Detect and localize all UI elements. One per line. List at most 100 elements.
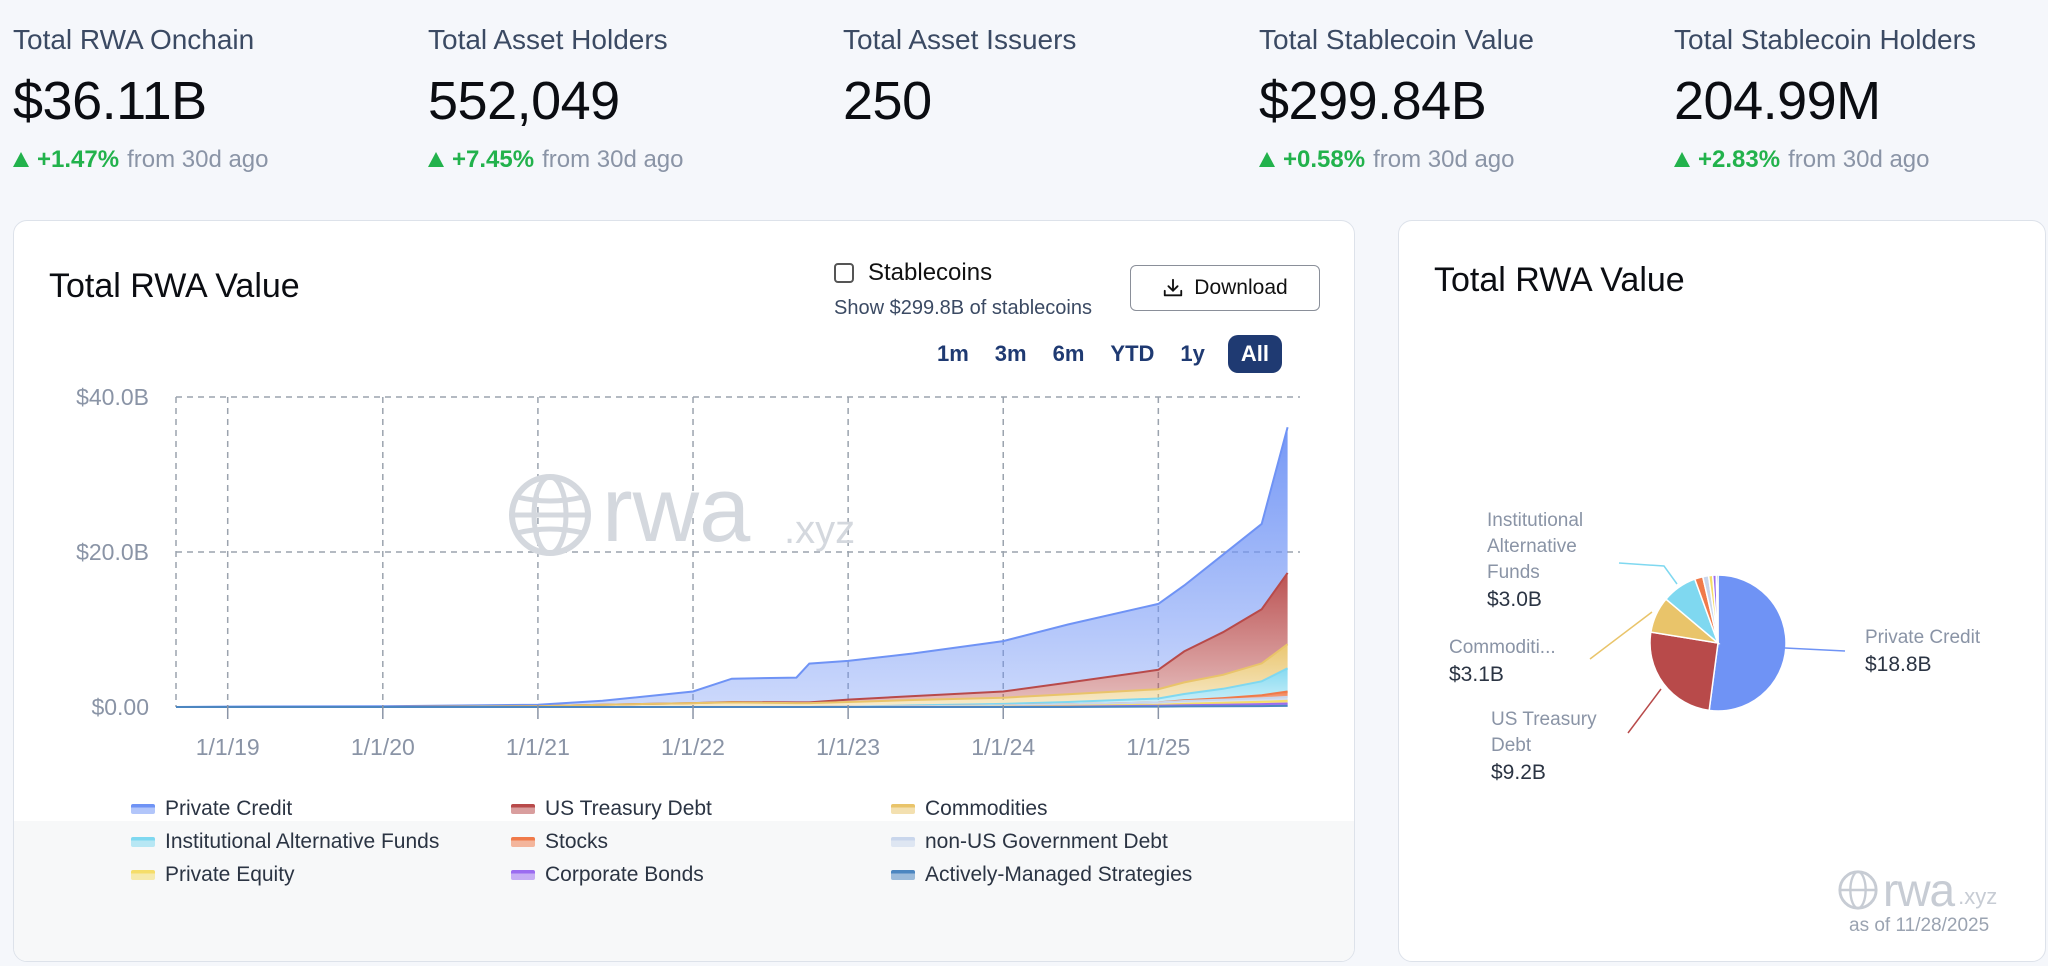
pie-slice-us-treasury-debt: [1649, 631, 1719, 712]
watermark-suffix: .xyz: [1958, 884, 1998, 909]
chart-series: [175, 426, 1289, 708]
stat-value: $36.11B: [13, 71, 207, 131]
stat-value: $299.84B: [1259, 71, 1487, 131]
as-of-date: as of 11/28/2025: [1849, 915, 1990, 936]
pie-slice-label: US Treasury Debt: [1491, 709, 1597, 756]
legend-swatch: [511, 804, 535, 814]
pie-slices: [1649, 574, 1787, 712]
pie-slice-value: $3.0B: [1487, 588, 1542, 611]
pie-slice-label: Private Credit: [1865, 627, 1981, 648]
pie-leader-line: [1589, 611, 1653, 660]
pie-leader-line: [1627, 688, 1662, 734]
legend-item[interactable]: non-US Government Debt: [891, 830, 1168, 854]
stablecoins-subtext: Show $299.8B of stablecoins: [834, 297, 1092, 319]
x-tick-label: 1/1/23: [816, 734, 880, 760]
stat-label: Total Asset Holders: [428, 24, 668, 55]
area-line-actively-managed-strategies: [176, 704, 1288, 708]
y-tick-label: $20.0B: [76, 539, 149, 565]
range-button-3m[interactable]: 3m: [994, 341, 1027, 366]
legend-swatch: [891, 804, 915, 814]
pie-slice-label: Institutional Alternative Funds: [1487, 510, 1584, 583]
download-icon: [1164, 278, 1183, 297]
download-label: Download: [1194, 276, 1288, 299]
pie-slice-actively-managed-strategies: [1715, 574, 1719, 644]
legend-item[interactable]: Corporate Bonds: [511, 863, 704, 887]
legend-item[interactable]: Private Credit: [131, 797, 292, 821]
watermark-logo: rwa .xyz: [1837, 863, 1997, 917]
x-tick-label: 1/1/22: [661, 734, 725, 760]
pie-slice-private-credit: [1708, 574, 1787, 712]
legend-label: non-US Government Debt: [925, 830, 1168, 853]
stat-change-period: from 30d ago: [1788, 146, 1930, 173]
watermark-text: rwa: [602, 459, 751, 561]
legend-swatch: [511, 870, 535, 880]
stat-label: Total Stablecoin Value: [1259, 24, 1534, 55]
legend-swatch: [131, 837, 155, 847]
pie-chart: [1589, 562, 1846, 734]
rwa-value-chart-card: Total RWA Value Stablecoins Show $299.8B…: [13, 220, 1355, 962]
download-button[interactable]: Download: [1130, 265, 1320, 311]
legend-label: Private Credit: [165, 797, 293, 820]
stat-change: +2.83% from 30d ago: [1674, 146, 1930, 174]
globe-icon: [1838, 870, 1878, 910]
x-tick-label: 1/1/21: [506, 734, 570, 760]
legend-label: Commodities: [925, 797, 1048, 820]
chart-axes: $0.00 $20.0B $40.0B 1/1/19 1/1/20 1/1/21 1/1/2…: [76, 384, 1190, 760]
chart-watermark: rwa .xyz: [509, 459, 855, 561]
x-tick-label: 1/1/19: [196, 734, 260, 760]
pie-leader-line: [1784, 647, 1846, 652]
legend-item[interactable]: Institutional Alternative Funds: [131, 830, 439, 854]
legend-label: Private Equity: [165, 863, 295, 886]
globe-icon: [509, 474, 591, 556]
stat-change: +1.47% from 30d ago: [13, 146, 269, 174]
stat-label: Total Stablecoin Holders: [1674, 24, 1976, 55]
range-button-6m[interactable]: 6m: [1052, 341, 1085, 366]
y-tick-label: $40.0B: [76, 384, 149, 410]
legend-label: Actively-Managed Strategies: [925, 863, 1193, 886]
legend-item[interactable]: Private Equity: [131, 863, 295, 887]
stats-row: Total RWA Onchain $36.11B +1.47% from 30…: [0, 0, 2048, 200]
area-line-private-credit: [175, 426, 1289, 708]
range-button-all[interactable]: All: [1227, 335, 1282, 373]
watermark-text: rwa: [1883, 864, 1955, 916]
legend-swatch: [511, 837, 535, 847]
pie-slice-label: Commoditi...: [1449, 637, 1556, 658]
legend-label: Institutional Alternative Funds: [165, 830, 440, 853]
legend-item[interactable]: Commodities: [891, 797, 1048, 821]
range-button-1y[interactable]: 1y: [1180, 341, 1205, 366]
legend-label: US Treasury Debt: [545, 797, 712, 820]
legend-item[interactable]: US Treasury Debt: [511, 797, 712, 821]
stat-value: 250: [843, 71, 932, 131]
area-chart: rwa .xyz $0.00 $20.0B $40.0B 1/1/19 1/1/20 1/…: [76, 384, 1300, 760]
stablecoins-checkbox[interactable]: [834, 263, 854, 283]
stat-change-period: from 30d ago: [1373, 146, 1515, 173]
triangle-up-icon: [13, 151, 29, 167]
stat-change-pct: +7.45%: [452, 146, 535, 173]
triangle-up-icon: [1674, 151, 1690, 167]
pie-leader-line: [1618, 562, 1678, 585]
x-tick-label: 1/1/25: [1126, 734, 1190, 760]
stat-change-pct: +2.83%: [1698, 146, 1781, 173]
triangle-up-icon: [428, 151, 444, 167]
legend-background: [14, 821, 1354, 961]
stat-label: Total RWA Onchain: [13, 24, 255, 55]
time-range-selector: 1m 3m 6m YTD 1y All: [924, 335, 1282, 373]
legend-swatch: [131, 804, 155, 814]
stat-value: 204.99M: [1674, 71, 1881, 131]
stat-change-pct: +1.47%: [37, 146, 120, 173]
range-button-ytd[interactable]: YTD: [1110, 341, 1155, 366]
watermark-suffix: .xyz: [784, 508, 855, 552]
x-tick-label: 1/1/20: [351, 734, 415, 760]
legend-label: Corporate Bonds: [545, 863, 704, 886]
range-button-1m[interactable]: 1m: [937, 341, 969, 366]
stablecoins-label[interactable]: Stablecoins: [868, 259, 993, 286]
pie-slice-value: $9.2B: [1491, 761, 1546, 784]
stat-value: 552,049: [428, 71, 620, 131]
legend-item[interactable]: Stocks: [511, 830, 608, 854]
legend-item[interactable]: Actively-Managed Strategies: [891, 863, 1192, 887]
stat-label: Total Asset Issuers: [843, 24, 1077, 55]
pie-slice-value: $3.1B: [1449, 663, 1504, 686]
legend-swatch: [891, 837, 915, 847]
stat-change: +7.45% from 30d ago: [428, 146, 684, 174]
x-tick-label: 1/1/24: [971, 734, 1035, 760]
